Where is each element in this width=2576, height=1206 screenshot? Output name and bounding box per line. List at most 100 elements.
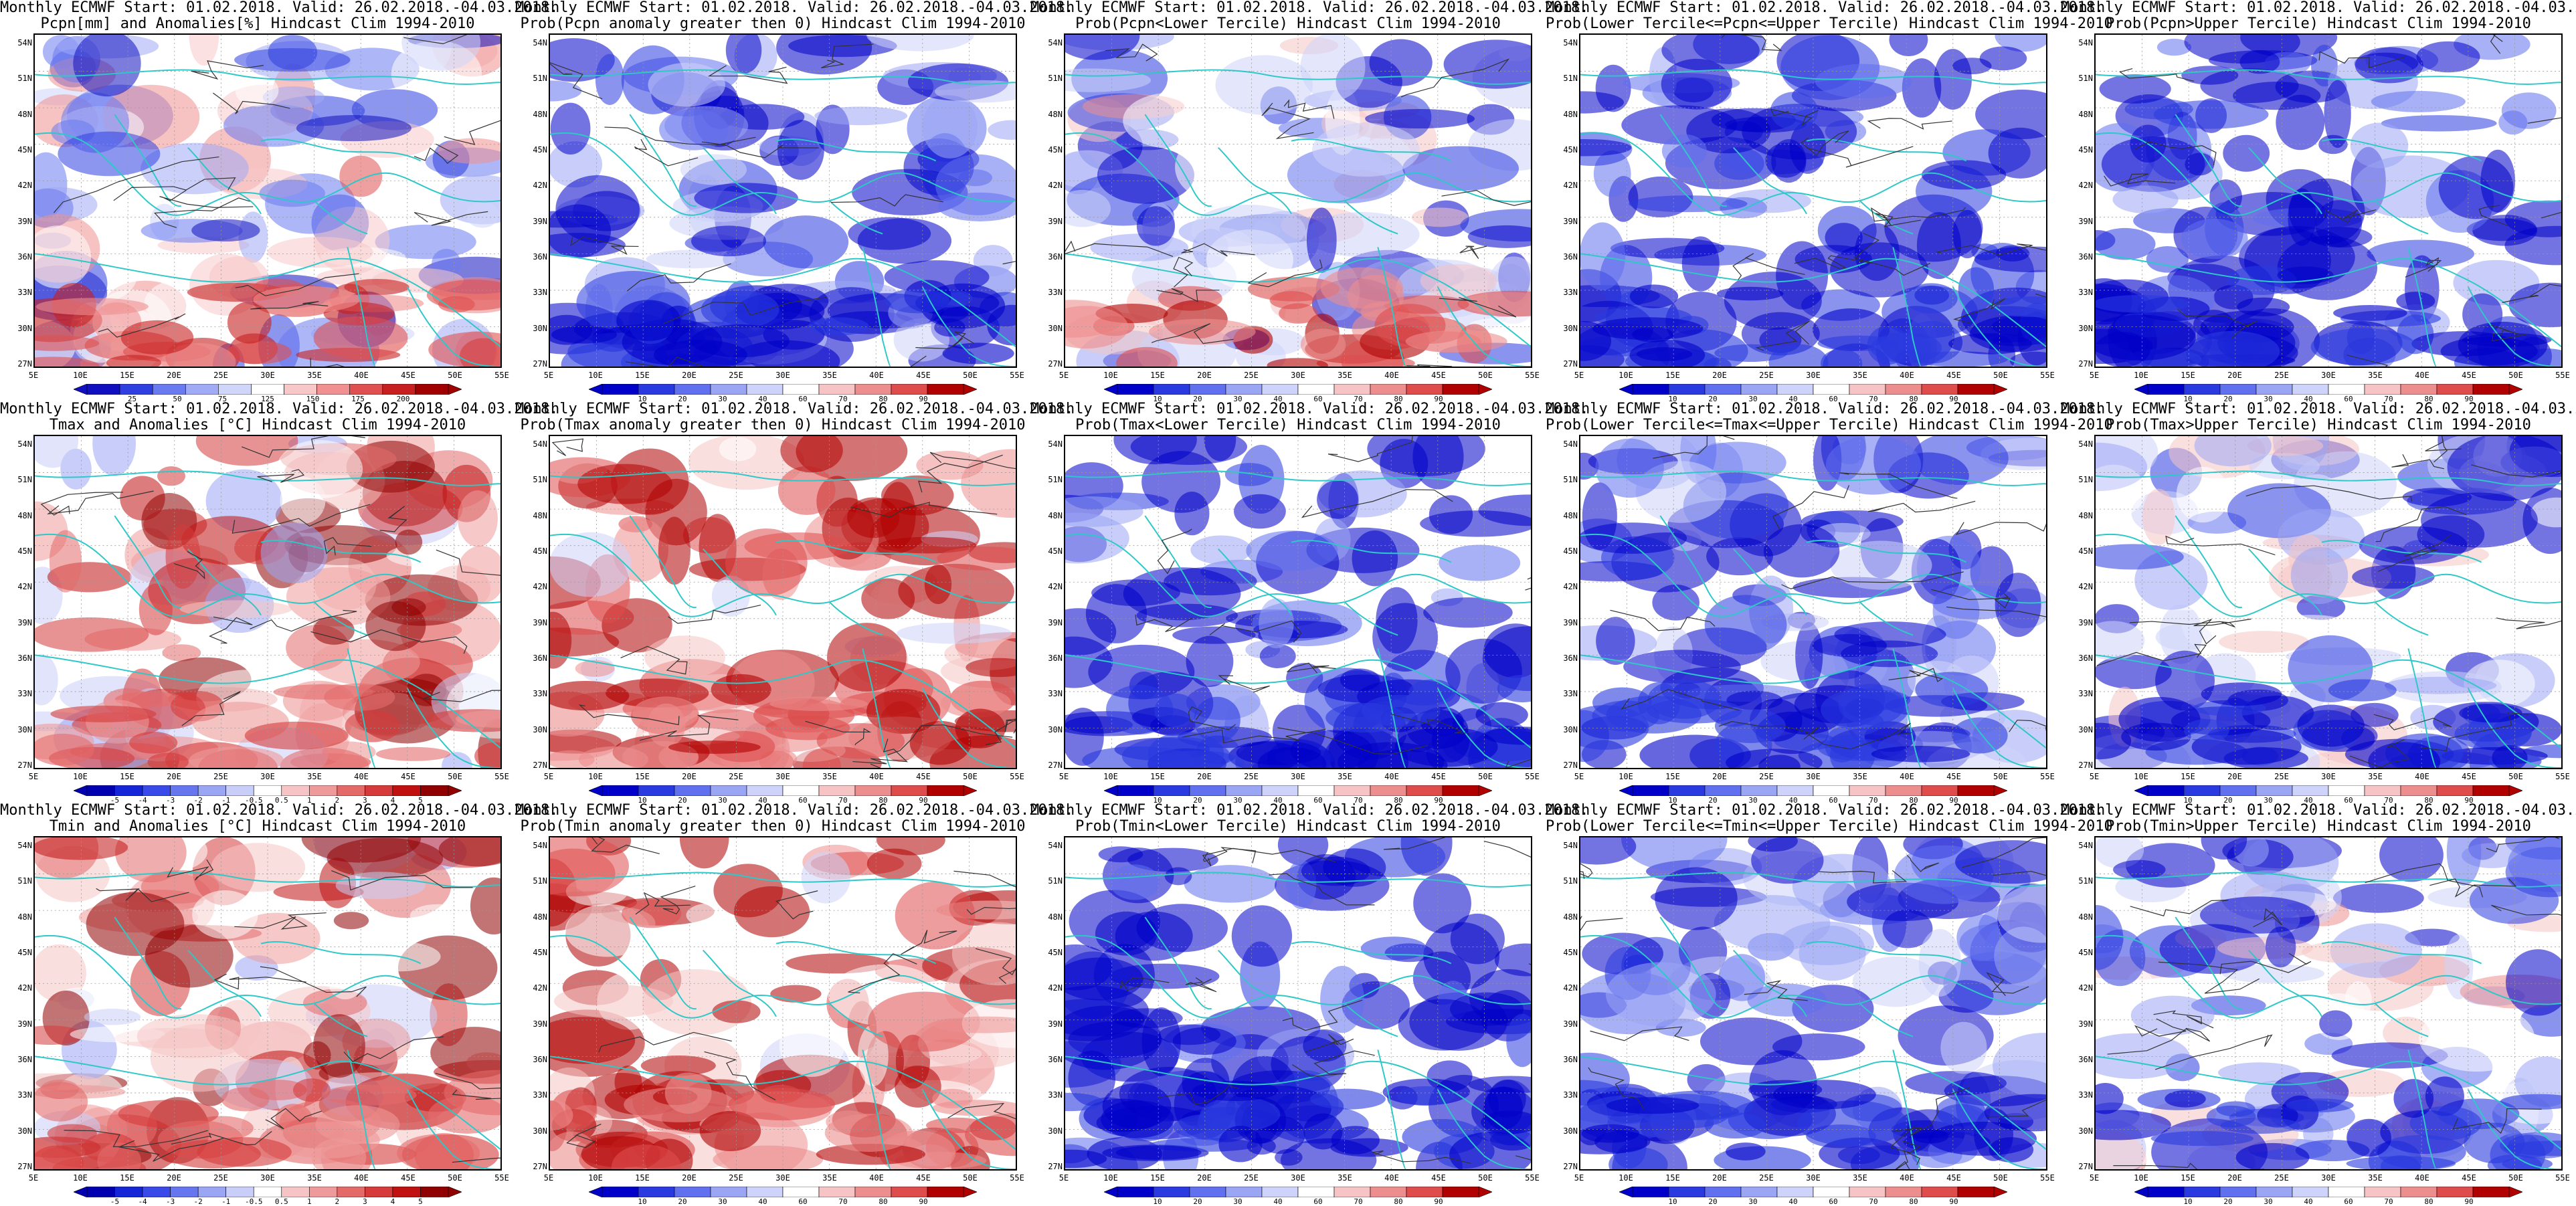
- colorbar-tick-label: 30: [718, 796, 727, 805]
- lon-tick-label: 15E: [120, 1173, 134, 1183]
- lon-tick-label: 5E: [28, 371, 39, 380]
- lat-tick-label: 39N: [533, 1019, 547, 1029]
- lon-tick-label: 5E: [543, 371, 554, 380]
- lon-tick-label: 50E: [2508, 772, 2523, 781]
- lat-tick-label: 45N: [533, 948, 547, 957]
- colorbar-tick-label: -3: [165, 1197, 175, 1206]
- colorbar-tick-label: 70: [1354, 1197, 1363, 1206]
- lon-tick-label: 40E: [2415, 772, 2429, 781]
- lat-tick-label: 45N: [1563, 948, 1578, 957]
- lat-tick-label: 39N: [17, 216, 32, 226]
- colorbar-tick-label: 10: [1668, 395, 1677, 403]
- lon-tick-label: 45E: [1946, 772, 1961, 781]
- lat-tick-label: 30N: [1563, 1126, 1578, 1136]
- lon-tick-label: 45E: [916, 772, 931, 781]
- lat-tick-label: 30N: [1048, 1126, 1063, 1136]
- lon-tick-label: 25E: [1244, 772, 1259, 781]
- lat-tick-label: 45N: [2078, 948, 2093, 957]
- colorbar-tick-label: 70: [2384, 395, 2393, 403]
- lat-tick-label: 51N: [17, 475, 32, 485]
- lon-tick-label: 40E: [1900, 371, 1914, 380]
- lon-tick-label: 5E: [543, 772, 554, 781]
- lat-tick-label: 27N: [1563, 359, 1578, 369]
- lat-tick-label: 39N: [1048, 617, 1063, 627]
- colorbar-tick-label: -0.5: [244, 1197, 263, 1206]
- map-panel: Monthly ECMWF Start: 01.02.2018. Valid: …: [515, 803, 1073, 1206]
- lon-tick-label: 20E: [682, 1173, 697, 1183]
- lon-tick-label: 15E: [1150, 1173, 1165, 1183]
- lat-tick-label: 27N: [533, 359, 547, 369]
- panel-title-line2: Tmin and Anomalies [°C] Hindcast Clim 19…: [49, 818, 466, 835]
- lat-tick-label: 33N: [17, 288, 32, 298]
- lon-tick-label: 30E: [1291, 371, 1305, 380]
- map-panel: Monthly ECMWF Start: 01.02.2018. Valid: …: [1546, 803, 2113, 1206]
- colorbar-tick-label: 60: [2344, 796, 2353, 805]
- lon-tick-label: 25E: [729, 772, 743, 781]
- lat-tick-label: 36N: [2078, 1055, 2093, 1064]
- lat-tick-label: 51N: [1048, 74, 1063, 84]
- lon-tick-label: 55E: [1010, 772, 1024, 781]
- map-panel: Monthly ECMWF Start: 01.02.2018. Valid: …: [0, 0, 558, 403]
- colorbar: [589, 384, 977, 395]
- lat-tick-label: 42N: [533, 983, 547, 993]
- lat-tick-label: 39N: [17, 617, 32, 627]
- colorbar-tick-label: 30: [1233, 796, 1243, 805]
- colorbar: [589, 785, 977, 796]
- lat-tick-label: 33N: [2078, 689, 2093, 699]
- colorbar-tick-label: 60: [1829, 796, 1838, 805]
- colorbar-tick-label: 90: [919, 796, 928, 805]
- lat-tick-label: 45N: [1048, 145, 1063, 155]
- colorbar-tick-label: 20: [1193, 395, 1202, 403]
- colorbar-tick-label: 5: [418, 796, 423, 805]
- lon-tick-label: 30E: [2321, 371, 2336, 380]
- lon-tick-label: 50E: [963, 772, 978, 781]
- lon-tick-label: 15E: [120, 371, 134, 380]
- lat-tick-label: 36N: [533, 1055, 547, 1064]
- panel-title-line1: Monthly ECMWF Start: 01.02.2018. Valid: …: [1030, 401, 1589, 417]
- colorbar-tick-label: 20: [1708, 796, 1718, 805]
- lat-tick-label: 48N: [533, 912, 547, 922]
- lat-tick-label: 36N: [533, 252, 547, 262]
- lat-tick-label: 48N: [1563, 109, 1578, 119]
- lon-tick-label: 15E: [635, 371, 650, 380]
- lon-tick-label: 30E: [775, 1173, 790, 1183]
- lat-tick-label: 36N: [2078, 654, 2093, 663]
- colorbar-tick-label: 70: [838, 1197, 848, 1206]
- colorbar-tick-label: 10: [2183, 796, 2193, 805]
- colorbar-tick-label: 175: [351, 395, 365, 403]
- lon-tick-label: 35E: [2368, 772, 2383, 781]
- lat-tick-label: 30N: [533, 724, 547, 734]
- colorbar-tick-label: 80: [1394, 796, 1403, 805]
- panel-title-line2: Pcpn[mm] and Anomalies[%] Hindcast Clim …: [40, 15, 475, 32]
- panel-title-line1: Monthly ECMWF Start: 01.02.2018. Valid: …: [0, 401, 559, 417]
- colorbar-tick-label: -5: [110, 1197, 120, 1206]
- lat-tick-label: 42N: [1563, 983, 1578, 993]
- colorbar-tick-label: 40: [758, 395, 767, 403]
- colorbar-tick-label: -5: [110, 796, 120, 805]
- lon-tick-label: 30E: [1806, 772, 1821, 781]
- colorbar-tick-label: 1: [306, 1197, 312, 1206]
- lat-tick-label: 33N: [533, 288, 547, 298]
- lon-tick-label: 5E: [1574, 772, 1584, 781]
- lat-tick-label: 45N: [2078, 546, 2093, 556]
- lon-tick-label: 5E: [28, 1173, 39, 1183]
- lon-tick-label: 10E: [73, 1173, 88, 1183]
- lon-tick-label: 25E: [729, 371, 743, 380]
- lat-tick-label: 42N: [17, 181, 32, 191]
- lat-tick-label: 36N: [17, 654, 32, 663]
- colorbar-tick-label: 60: [1313, 395, 1323, 403]
- map-panel: Monthly ECMWF Start: 01.02.2018. Valid: …: [2061, 803, 2576, 1206]
- colorbar-tick-label: -2: [193, 796, 203, 805]
- colorbar-tick-label: 40: [1273, 796, 1283, 805]
- lon-tick-label: 25E: [213, 1173, 228, 1183]
- colorbar-tick-label: 80: [2424, 1197, 2433, 1206]
- lon-tick-label: 45E: [2462, 1173, 2476, 1183]
- lat-tick-label: 48N: [1048, 912, 1063, 922]
- colorbar: [1619, 1187, 2007, 1197]
- colorbar-tick-label: 20: [2223, 1197, 2233, 1206]
- lat-tick-label: 51N: [1563, 74, 1578, 84]
- lat-tick-label: 45N: [1048, 546, 1063, 556]
- lat-tick-label: 27N: [1563, 1162, 1578, 1171]
- lat-tick-label: 33N: [2078, 1090, 2093, 1100]
- colorbar-tick-label: 30: [1748, 796, 1758, 805]
